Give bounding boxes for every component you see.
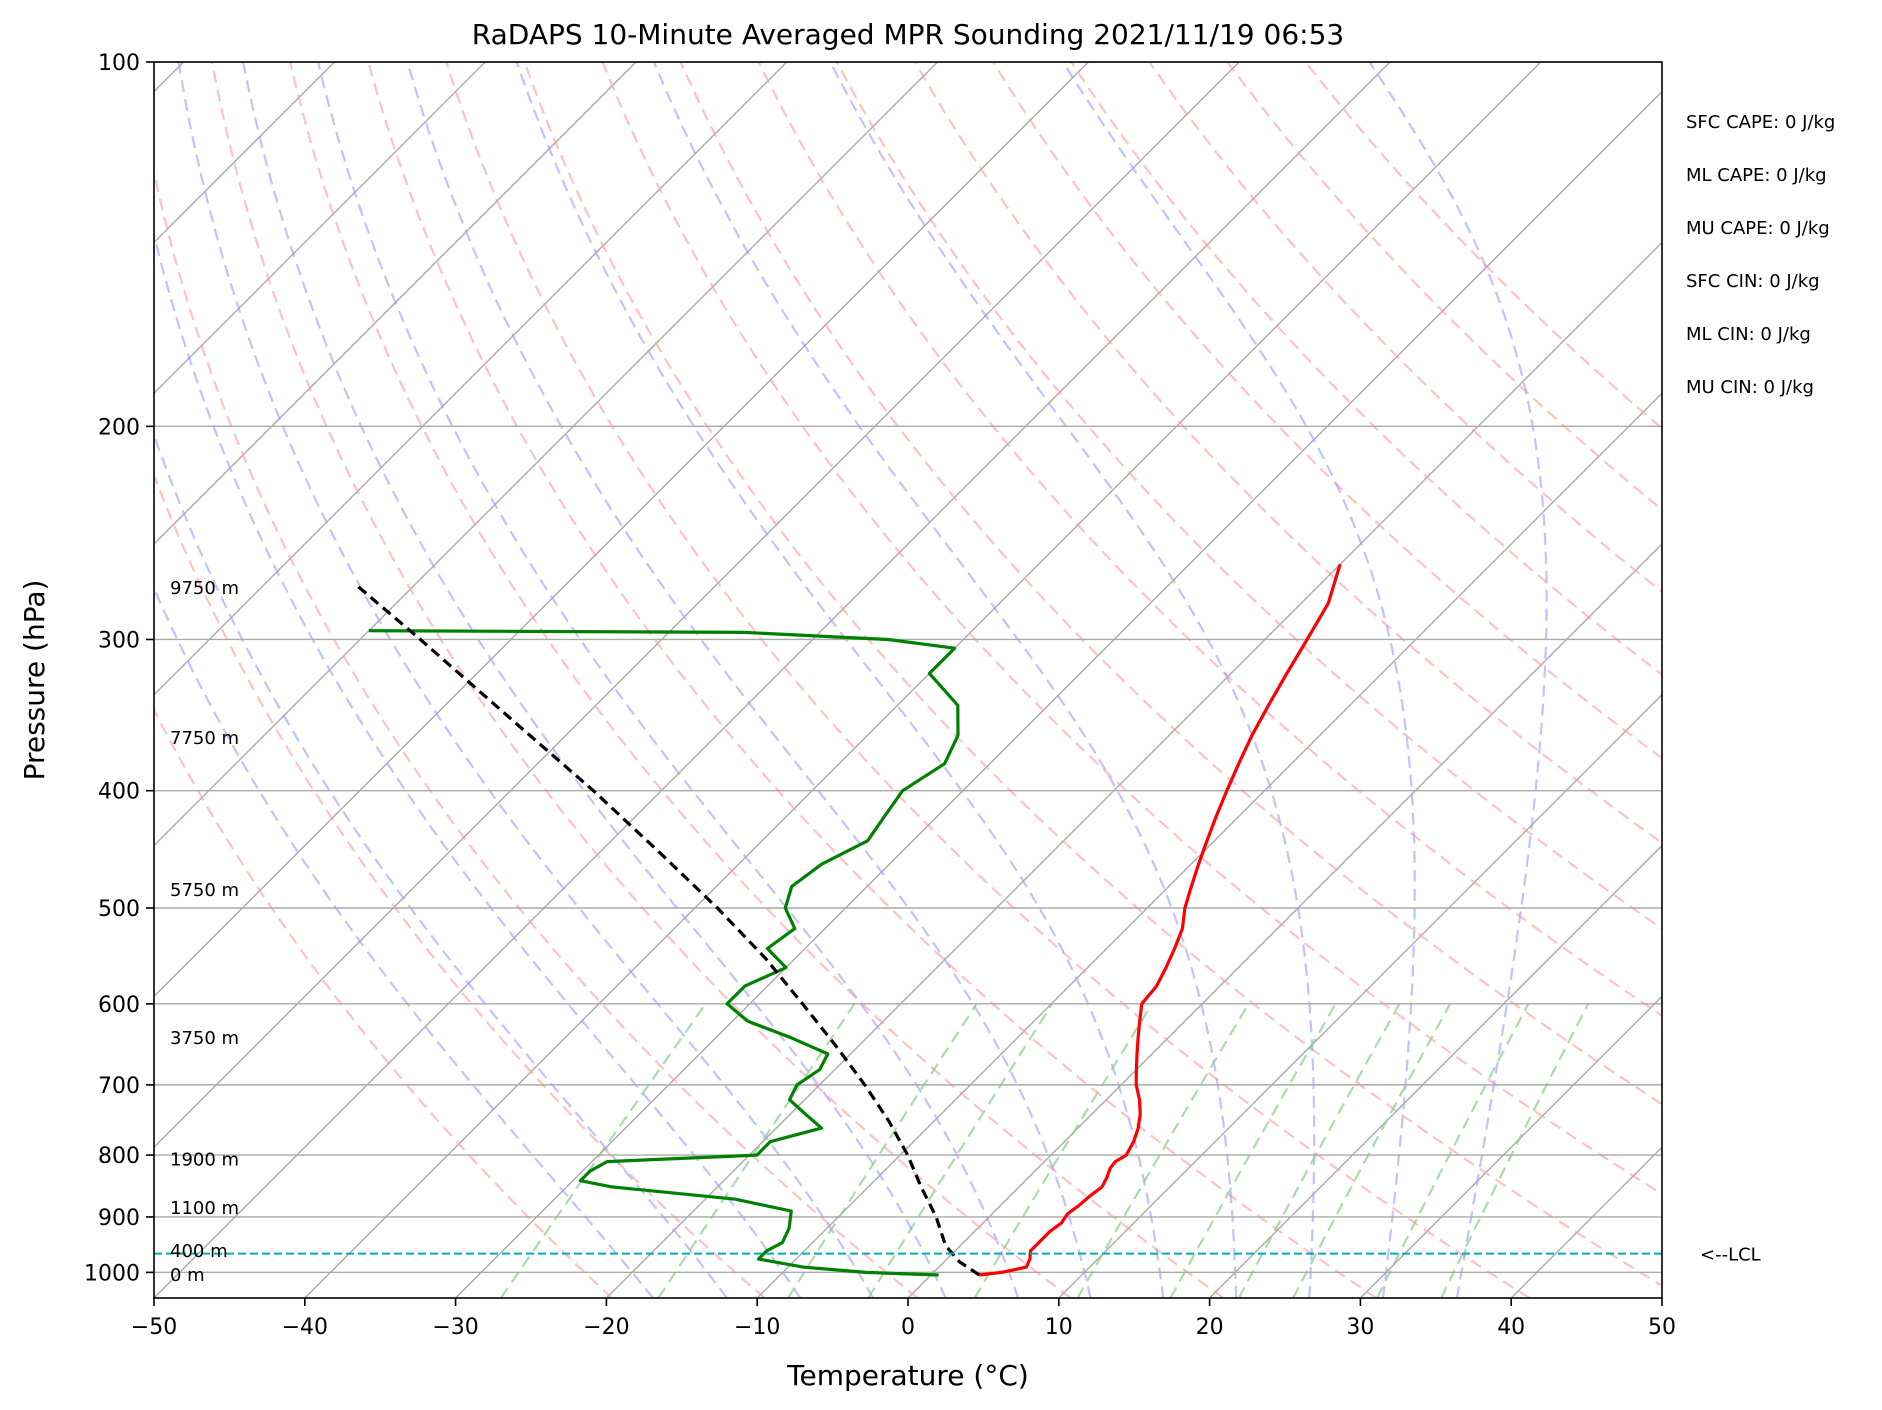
x-tick-label: −50	[131, 1315, 177, 1340]
height-label: 9750 m	[170, 578, 239, 599]
moist-adiabat-line	[23, 62, 653, 1298]
index-label: ML CIN: 0 J/kg	[1686, 324, 1811, 345]
y-tick-label: 600	[98, 993, 140, 1018]
isotherm-line	[1059, 62, 1882, 1298]
isotherm-line	[1511, 62, 1882, 1298]
moist-adiabat-line	[517, 62, 1163, 1298]
y-tick-label: 900	[98, 1206, 140, 1231]
height-label: 0 m	[170, 1265, 205, 1286]
background-lines	[0, 62, 1882, 1298]
isotherm-line	[0, 62, 636, 1298]
axis-ticks: −50 −40 −30 −20 −10 0 10 20 30 40 50 1000 900 800 700 6…	[84, 51, 1676, 1340]
dry-adiabat-line	[134, 62, 918, 1298]
isotherm-line	[154, 62, 1390, 1298]
pressure-grid	[154, 62, 1662, 1272]
x-tick-label: 0	[901, 1315, 915, 1340]
x-tick-label: 50	[1648, 1315, 1676, 1340]
dry-adiabat-line	[993, 62, 1882, 1298]
lcl-label: <--LCL	[1700, 1245, 1761, 1266]
height-label: 1100 m	[170, 1198, 239, 1219]
isotherm-line	[305, 62, 1541, 1298]
x-tick-label: 20	[1196, 1315, 1224, 1340]
moist-adiabat-line	[122, 62, 800, 1298]
isotherm-line	[1662, 62, 1882, 1298]
y-tick-label: 100	[98, 51, 140, 76]
y-tick-label: 500	[98, 897, 140, 922]
index-label: MU CIN: 0 J/kg	[1686, 377, 1814, 398]
y-tick-label: 400	[98, 780, 140, 805]
plot-frame	[154, 62, 1662, 1298]
height-label: 400 m	[170, 1241, 228, 1262]
height-label: 1900 m	[170, 1150, 239, 1171]
index-label: MU CAPE: 0 J/kg	[1686, 218, 1830, 239]
y-tick-label: 1000	[84, 1261, 140, 1286]
index-label: SFC CAPE: 0 J/kg	[1686, 112, 1835, 133]
dry-adiabat-line	[524, 62, 1682, 1298]
x-tick-label: −40	[282, 1315, 328, 1340]
y-tick-label: 300	[98, 628, 140, 653]
isotherm-line	[456, 62, 1692, 1298]
y-tick-label: 200	[98, 415, 140, 440]
moist-adiabat-line	[179, 62, 873, 1298]
y-axis-title: Pressure (hPa)	[18, 580, 51, 781]
x-tick-label: −20	[583, 1315, 629, 1340]
height-label: 3750 m	[170, 1028, 239, 1049]
dry-adiabat-line	[759, 62, 1882, 1298]
dry-adiabat-line	[1227, 62, 1882, 1298]
height-label: 5750 m	[170, 880, 239, 901]
index-label: ML CAPE: 0 J/kg	[1686, 165, 1827, 186]
y-tick-label: 800	[98, 1144, 140, 1169]
isotherm-line	[0, 62, 1088, 1298]
isotherm-line	[0, 62, 485, 1298]
isotherm-line	[3, 62, 1239, 1298]
moist-adiabat-line	[1063, 62, 1415, 1298]
index-label: SFC CIN: 0 J/kg	[1686, 271, 1820, 292]
dewpoint-line	[369, 631, 958, 1275]
dry-adiabat-line	[0, 62, 612, 1298]
height-label: 7750 m	[170, 728, 239, 749]
parcel-profile-line	[355, 584, 979, 1275]
moist-adiabat-line	[407, 62, 1090, 1298]
x-tick-label: −30	[432, 1315, 478, 1340]
x-tick-label: 40	[1497, 1315, 1525, 1340]
x-tick-label: 30	[1346, 1315, 1374, 1340]
isotherm-line	[0, 62, 787, 1298]
x-axis-title: Temperature (°C)	[786, 1359, 1029, 1392]
x-tick-label: 10	[1045, 1315, 1073, 1340]
indices-list: SFC CAPE: 0 J/kg ML CAPE: 0 J/kg MU CAPE: …	[1686, 112, 1835, 398]
moist-adiabat-line	[318, 62, 1018, 1298]
chart-title: RaDAPS 10-Minute Averaged MPR Sounding 2…	[472, 18, 1344, 51]
isotherm-line	[1360, 62, 1882, 1298]
x-tick-label: −10	[734, 1315, 780, 1340]
moist-adiabat-line	[243, 62, 946, 1298]
dry-adiabat-line	[915, 62, 1882, 1298]
dry-adiabat-line	[603, 62, 1836, 1298]
y-tick-label: 700	[98, 1074, 140, 1099]
isotherm-line	[757, 62, 1882, 1298]
dry-adiabat-line	[837, 62, 1882, 1298]
isotherm-line	[606, 62, 1842, 1298]
series-layer	[154, 564, 1662, 1275]
moist-adiabat-line	[654, 62, 1236, 1298]
